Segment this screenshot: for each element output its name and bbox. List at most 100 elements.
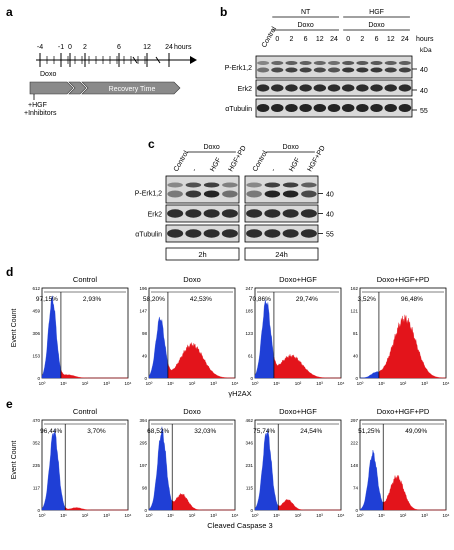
blot-band xyxy=(370,67,383,73)
y-tick-label: 0 xyxy=(250,376,253,381)
blot-band xyxy=(257,61,270,65)
group-label-hgf: HGF xyxy=(369,9,384,16)
blot-band xyxy=(370,103,383,113)
blot-band xyxy=(222,190,238,198)
blot-band xyxy=(341,84,355,92)
time-label: 2 xyxy=(360,36,364,43)
positive-percent: 2,93% xyxy=(83,296,102,303)
blot-band xyxy=(299,103,312,113)
y-tick-label: 98 xyxy=(142,331,148,336)
chevron-step xyxy=(68,81,87,95)
blot-band xyxy=(299,61,312,65)
blot-band xyxy=(282,182,299,188)
y-tick-label: 162 xyxy=(350,286,358,291)
y-tick-label: 40 xyxy=(353,354,359,359)
blot-band xyxy=(203,190,220,198)
doxo-chevron xyxy=(29,81,74,95)
x-tick-label: 10¹ xyxy=(273,381,280,386)
time-label: 6 xyxy=(375,36,379,43)
x-tick-label: 10² xyxy=(400,513,407,518)
negative-population xyxy=(360,371,380,379)
x-tick-label: 10³ xyxy=(421,381,428,386)
y-tick-label: 222 xyxy=(350,441,358,446)
x-tick-label: 10³ xyxy=(103,513,110,518)
blot-band xyxy=(185,182,202,188)
positive-percent: 24,54% xyxy=(300,428,322,435)
blot-band xyxy=(185,190,202,198)
x-tick-label: 10⁰ xyxy=(146,513,153,518)
x-tick-label: 10⁰ xyxy=(252,381,259,386)
blot-band xyxy=(384,67,397,73)
blot-band xyxy=(257,67,270,73)
timeline-tick-label: 2 xyxy=(83,44,87,51)
marker-label: 55 xyxy=(326,232,334,239)
x-tick-label: 10¹ xyxy=(60,513,67,518)
blot-band xyxy=(285,67,298,73)
row-label: αTubulin xyxy=(225,106,252,113)
blot-band xyxy=(356,61,369,65)
y-tick-label: 185 xyxy=(245,309,253,314)
blot-band xyxy=(285,103,298,113)
positive-percent: 29,74% xyxy=(296,296,318,303)
x-tick-label: 10⁰ xyxy=(39,513,46,518)
positive-percent: 96,48% xyxy=(401,296,423,303)
panel-letter: e xyxy=(6,397,13,411)
x-tick-label: 10² xyxy=(82,381,89,386)
blot-band xyxy=(264,209,281,218)
lane-label: - xyxy=(191,167,199,173)
row-label: P-Erk1,2 xyxy=(135,191,162,198)
x-tick-label: 10⁰ xyxy=(357,381,364,386)
x-tick-label: 10⁰ xyxy=(146,381,153,386)
y-tick-label: 612 xyxy=(32,286,40,291)
x-tick-label: 10¹ xyxy=(273,513,280,518)
time-box xyxy=(244,247,319,261)
axis-break xyxy=(155,56,161,64)
positive-population xyxy=(278,498,341,511)
x-tick-label: 10³ xyxy=(103,381,110,386)
lane-label: HGF xyxy=(288,157,301,173)
timeline-tick-label: -4 xyxy=(37,44,43,51)
blot-band xyxy=(282,229,299,238)
blot-band xyxy=(222,182,238,188)
panel-a: a -4 -1 0 2 6 12 24 hours Doxo Recovery Time +HGF+I… xyxy=(6,5,197,117)
x-tick-label: 10³ xyxy=(421,513,428,518)
y-axis-label: Event Count xyxy=(11,309,18,348)
x-tick-label: 10⁰ xyxy=(252,513,259,518)
negative-percent: 96,44% xyxy=(40,428,62,435)
y-tick-label: 352 xyxy=(32,441,40,446)
time-label: 24 xyxy=(330,36,338,43)
blot-strip xyxy=(255,55,413,79)
doxo-label: Doxo xyxy=(282,144,298,151)
blot-band xyxy=(356,84,369,92)
x-tick-label: 10¹ xyxy=(378,381,385,386)
blot-band xyxy=(167,190,183,198)
x-tick-label: 10⁰ xyxy=(357,513,364,518)
lane-label: Control xyxy=(173,150,191,173)
positive-population xyxy=(383,475,446,511)
negative-population xyxy=(41,428,66,511)
negative-percent: 3,52% xyxy=(357,296,376,303)
positive-population xyxy=(273,354,341,379)
blot-band xyxy=(300,229,317,238)
negative-percent: 68,52% xyxy=(147,428,169,435)
histogram-title: Doxo xyxy=(183,407,201,416)
positive-percent: 49,09% xyxy=(405,428,427,435)
blot-band xyxy=(313,67,326,73)
y-tick-label: 197 xyxy=(139,463,147,468)
blot-band xyxy=(398,84,412,92)
x-tick-label: 10³ xyxy=(316,381,323,386)
y-tick-label: 196 xyxy=(139,286,147,291)
blot-band xyxy=(167,209,184,218)
marker-label: 40 xyxy=(420,67,428,74)
row-label: αTubulin xyxy=(135,232,162,239)
timeline-tick-label: 0 xyxy=(68,44,72,51)
x-tick-label: 10¹ xyxy=(167,513,174,518)
positive-population xyxy=(65,507,128,511)
blot-band xyxy=(300,209,317,218)
blot-band xyxy=(221,209,238,218)
negative-percent: 58,20% xyxy=(143,296,165,303)
